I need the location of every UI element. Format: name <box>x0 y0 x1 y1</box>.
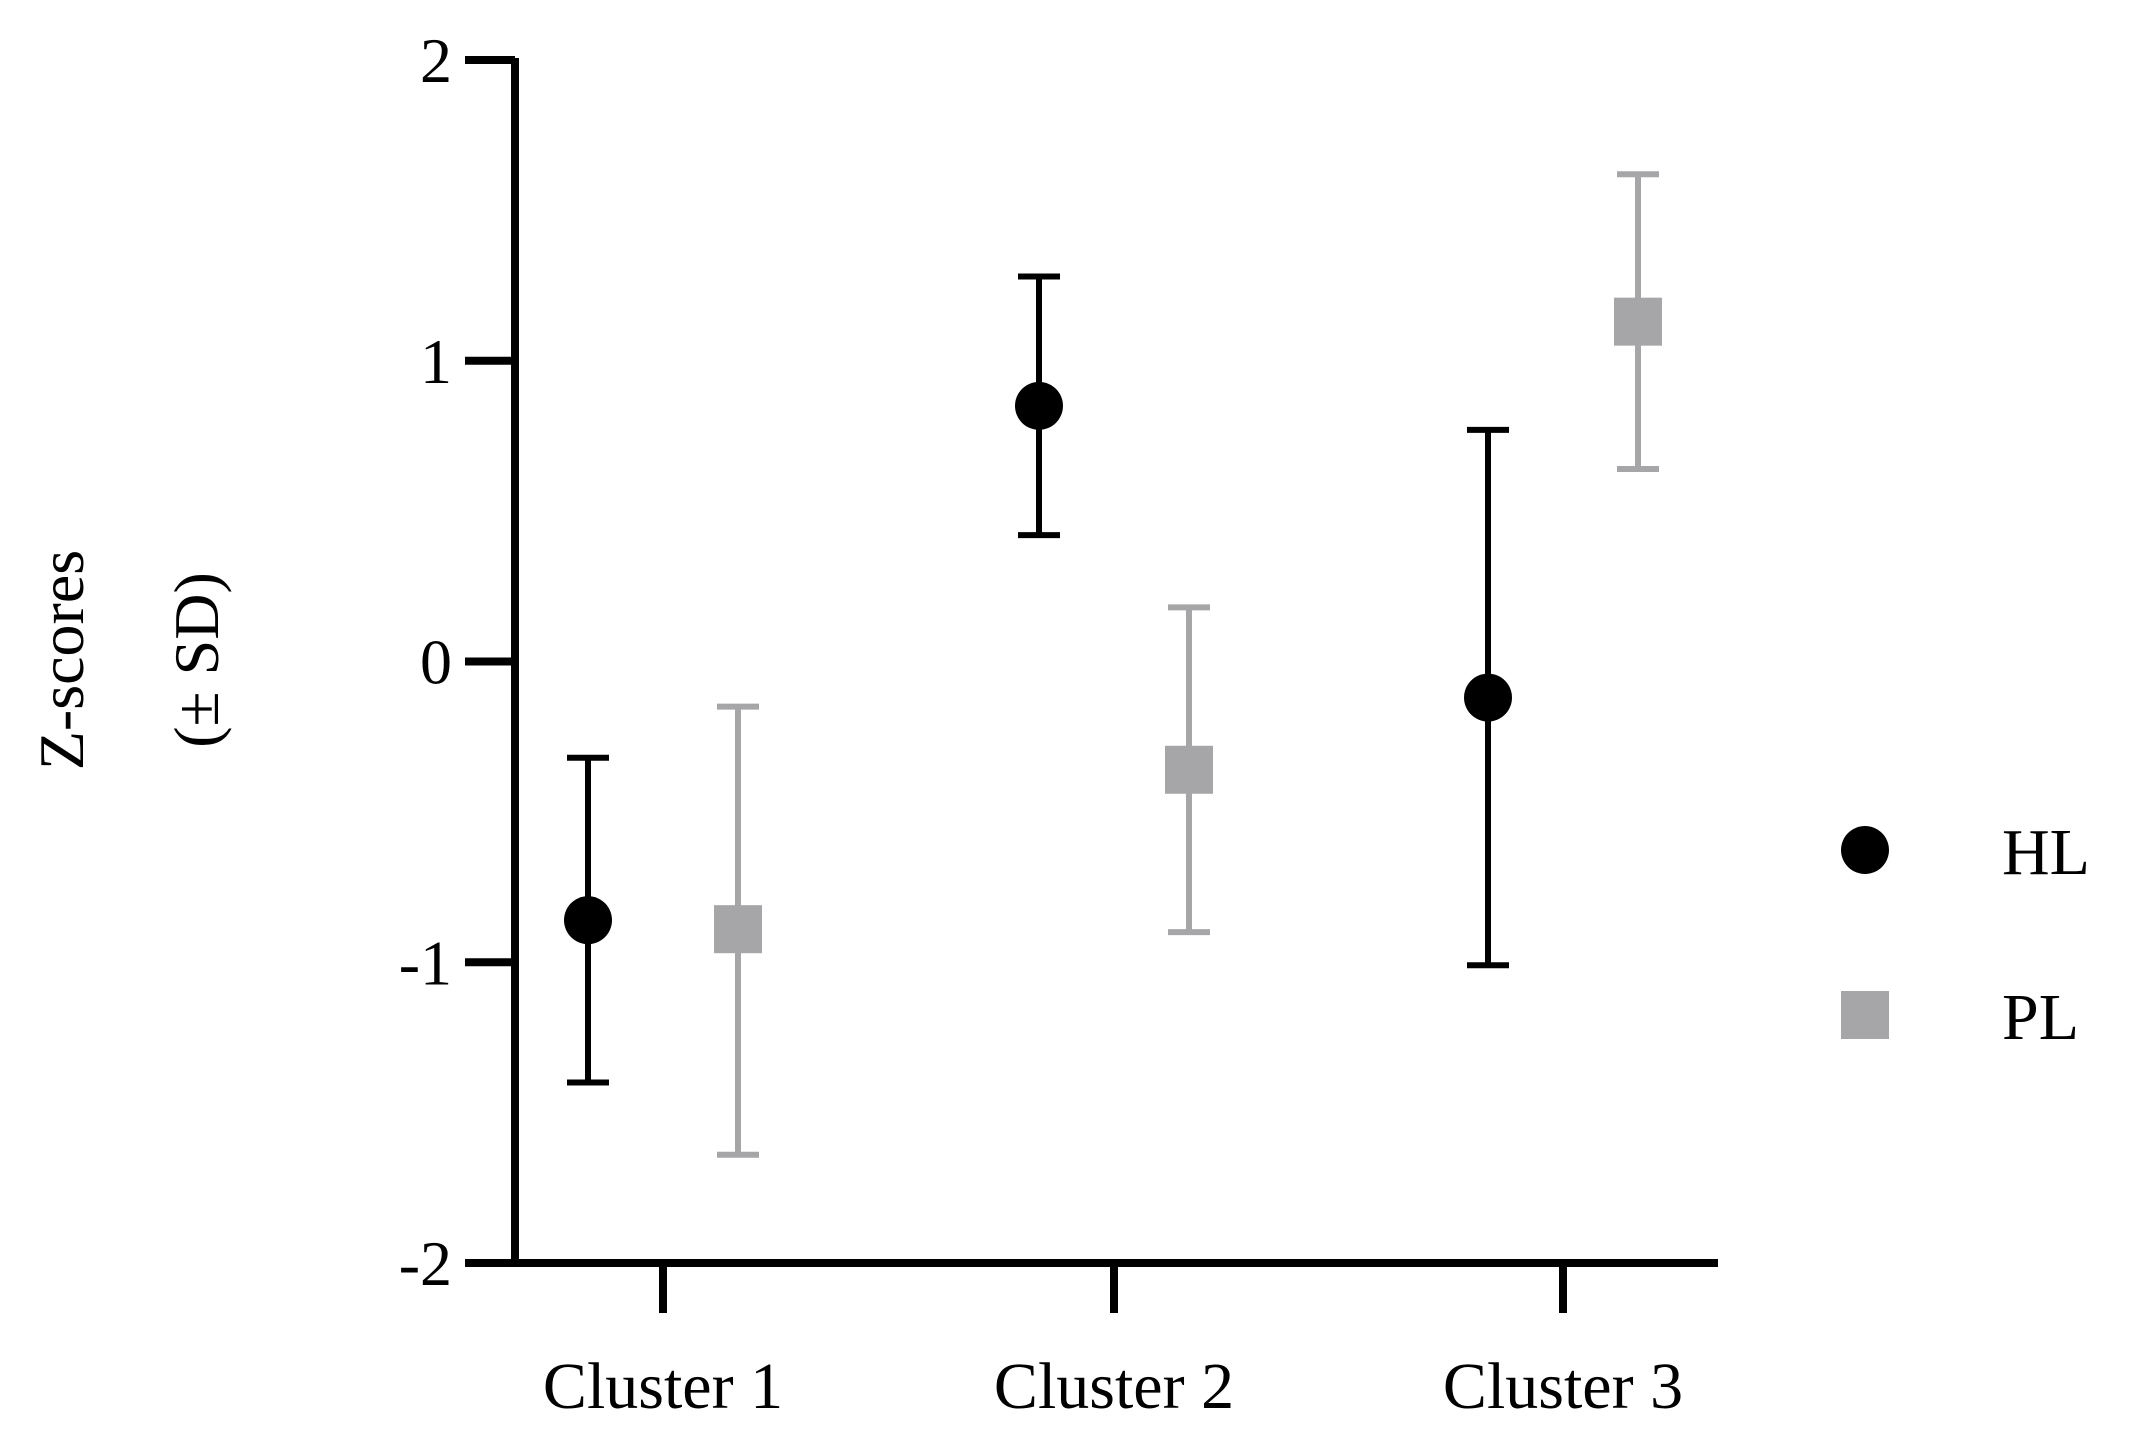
series-layer <box>564 171 1662 1158</box>
y-tick-label: -2 <box>399 1228 452 1299</box>
data-point <box>1464 673 1512 722</box>
y-axis-label-line-2: (± SD) <box>161 572 232 748</box>
legend-label: PL <box>2002 981 2079 1054</box>
series-hl <box>564 273 1512 1086</box>
data-point <box>714 905 762 954</box>
x-tick-label: Cluster 2 <box>994 1350 1234 1423</box>
data-point <box>564 896 612 945</box>
legend-item-hl: HL <box>1841 816 2090 889</box>
data-point <box>1165 745 1213 794</box>
axes <box>511 58 1718 1267</box>
y-axis-label: Z-scores (± SD) <box>26 550 232 770</box>
y-tick-label: 1 <box>420 326 452 397</box>
y-axis-label-line-1: Z-scores <box>26 550 97 770</box>
data-point <box>1015 381 1063 430</box>
legend-marker <box>1841 991 1889 1039</box>
data-point <box>1614 297 1662 346</box>
x-tick-label: Cluster 1 <box>543 1350 783 1423</box>
x-ticks: Cluster 1 Cluster 2 Cluster 3 <box>543 1263 1683 1423</box>
legend: HL PL <box>1841 816 2090 1054</box>
legend-label: HL <box>2002 816 2090 889</box>
y-tick-label: 2 <box>420 25 452 96</box>
series-pl <box>714 171 1662 1158</box>
y-ticks: -2 -1 0 1 2 <box>399 25 515 1299</box>
legend-item-pl: PL <box>1841 981 2079 1054</box>
y-tick-label: -1 <box>399 927 452 998</box>
legend-marker <box>1841 826 1889 874</box>
y-tick-label: 0 <box>420 627 452 698</box>
x-tick-label: Cluster 3 <box>1443 1350 1683 1423</box>
